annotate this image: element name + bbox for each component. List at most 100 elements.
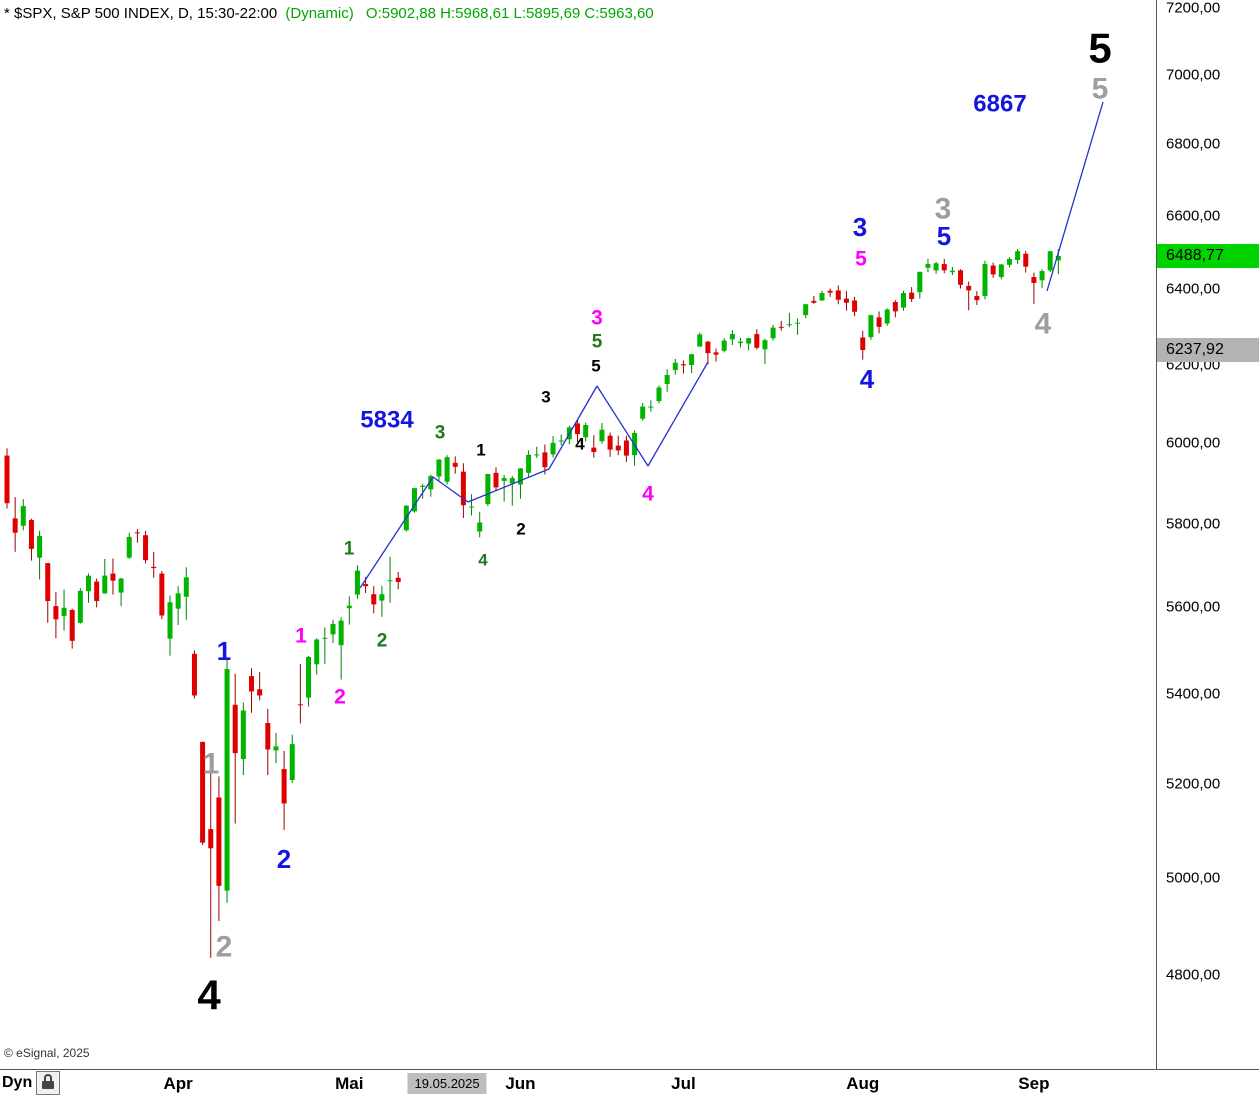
candle (183, 577, 189, 597)
candle (216, 797, 222, 886)
candle (363, 584, 369, 587)
wave-label[interactable]: 3 (435, 423, 446, 444)
price-target-label[interactable]: 6867 (973, 91, 1026, 118)
candle (289, 744, 295, 781)
trendline[interactable] (596, 385, 649, 467)
candle (795, 322, 801, 324)
candle (134, 532, 140, 534)
wave-label[interactable]: 5 (855, 248, 867, 271)
candle (61, 607, 67, 616)
candle (550, 442, 556, 455)
price-target-label[interactable]: 5834 (360, 407, 414, 434)
wave-label[interactable]: 2 (334, 686, 346, 709)
trendline[interactable] (647, 361, 709, 467)
candle (395, 577, 401, 582)
ohlc-readout: O:5902,88 H:5968,61 L:5895,69 C:5963,60 (365, 5, 654, 22)
wave-label[interactable]: 5 (592, 332, 603, 353)
candle (770, 327, 776, 339)
price-tick-label: 5600,00 (1166, 598, 1221, 616)
wave-label[interactable]: 5 (937, 221, 951, 251)
trendline[interactable] (359, 476, 434, 589)
alert-price-badge[interactable]: 6237,92 (1157, 338, 1259, 363)
wave-label[interactable]: 4 (642, 483, 654, 506)
wave-label[interactable]: 3 (935, 193, 952, 226)
candle (811, 300, 817, 303)
candle (623, 440, 629, 456)
trendline[interactable] (467, 468, 550, 503)
candle (224, 669, 230, 891)
price-tick-label: 6600,00 (1166, 207, 1221, 225)
candle (322, 637, 328, 639)
candle (933, 263, 939, 271)
candle (509, 478, 515, 484)
candle (575, 423, 580, 435)
candle (1047, 251, 1053, 271)
candle (697, 334, 703, 347)
candle (143, 535, 149, 561)
lock-button[interactable] (36, 1071, 60, 1095)
candle (778, 326, 784, 328)
time-axis[interactable]: 19.05.2025 Apr Mai Jun Jul Aug Sep (0, 1069, 1259, 1098)
wave-label[interactable]: 1 (344, 539, 355, 560)
wave-label[interactable]: 5 (1088, 25, 1111, 72)
wave-label[interactable]: 3 (541, 388, 550, 407)
trendline[interactable] (548, 385, 598, 470)
wave-label[interactable]: 4 (860, 364, 875, 394)
price-axis[interactable]: 6237,92 6488,77 7200,00 7000,00 6800,00 660… (1156, 0, 1259, 1069)
candle (1031, 277, 1037, 283)
candle (998, 264, 1004, 278)
candle (990, 265, 996, 275)
candle (249, 676, 254, 692)
wave-label[interactable]: 5 (591, 357, 600, 376)
candle (12, 518, 18, 533)
candle (648, 406, 654, 408)
candle (412, 488, 417, 512)
wave-label[interactable]: 2 (216, 931, 233, 964)
lock-icon (37, 1074, 59, 1089)
wave-label[interactable]: 4 (575, 435, 585, 454)
wave-label[interactable]: 5 (1092, 73, 1109, 106)
wave-label[interactable]: 4 (1035, 308, 1052, 341)
wave-label[interactable]: 4 (478, 551, 488, 570)
candle (534, 454, 540, 456)
candle (664, 375, 670, 384)
candle (452, 462, 458, 467)
candle (835, 290, 841, 300)
wave-label[interactable]: 2 (277, 844, 291, 874)
candle (599, 429, 605, 442)
candle (803, 304, 809, 316)
candle (371, 594, 377, 605)
candle (974, 296, 980, 301)
candle (713, 352, 719, 355)
candle (191, 653, 197, 696)
candle (200, 741, 206, 843)
candle (982, 264, 988, 297)
candle (444, 457, 450, 482)
wave-label[interactable]: 1 (476, 441, 485, 460)
wave-label[interactable]: 1 (203, 748, 220, 781)
candle (69, 609, 75, 641)
candle (1006, 258, 1012, 265)
session-tab[interactable]: Dyn (2, 1074, 33, 1091)
wave-label[interactable]: 1 (217, 636, 231, 666)
wave-label[interactable]: 2 (377, 631, 388, 652)
price-tick-label: 6800,00 (1166, 135, 1221, 153)
candle (53, 606, 59, 620)
month-label: Sep (1018, 1074, 1050, 1093)
candle (860, 337, 866, 351)
wave-label[interactable]: 2 (516, 520, 525, 539)
selected-date-chip: 19.05.2025 (407, 1073, 487, 1094)
wave-label[interactable]: 4 (197, 972, 221, 1019)
candle (949, 270, 955, 273)
trendline[interactable] (1046, 101, 1104, 292)
wave-label[interactable]: 3 (853, 212, 867, 242)
candle (958, 270, 964, 285)
trendline[interactable] (432, 476, 469, 503)
candle (786, 324, 792, 326)
candle (167, 602, 173, 639)
wave-label[interactable]: 3 (591, 307, 603, 330)
candle (118, 578, 124, 593)
wave-label[interactable]: 1 (295, 625, 307, 648)
candle (892, 301, 898, 312)
